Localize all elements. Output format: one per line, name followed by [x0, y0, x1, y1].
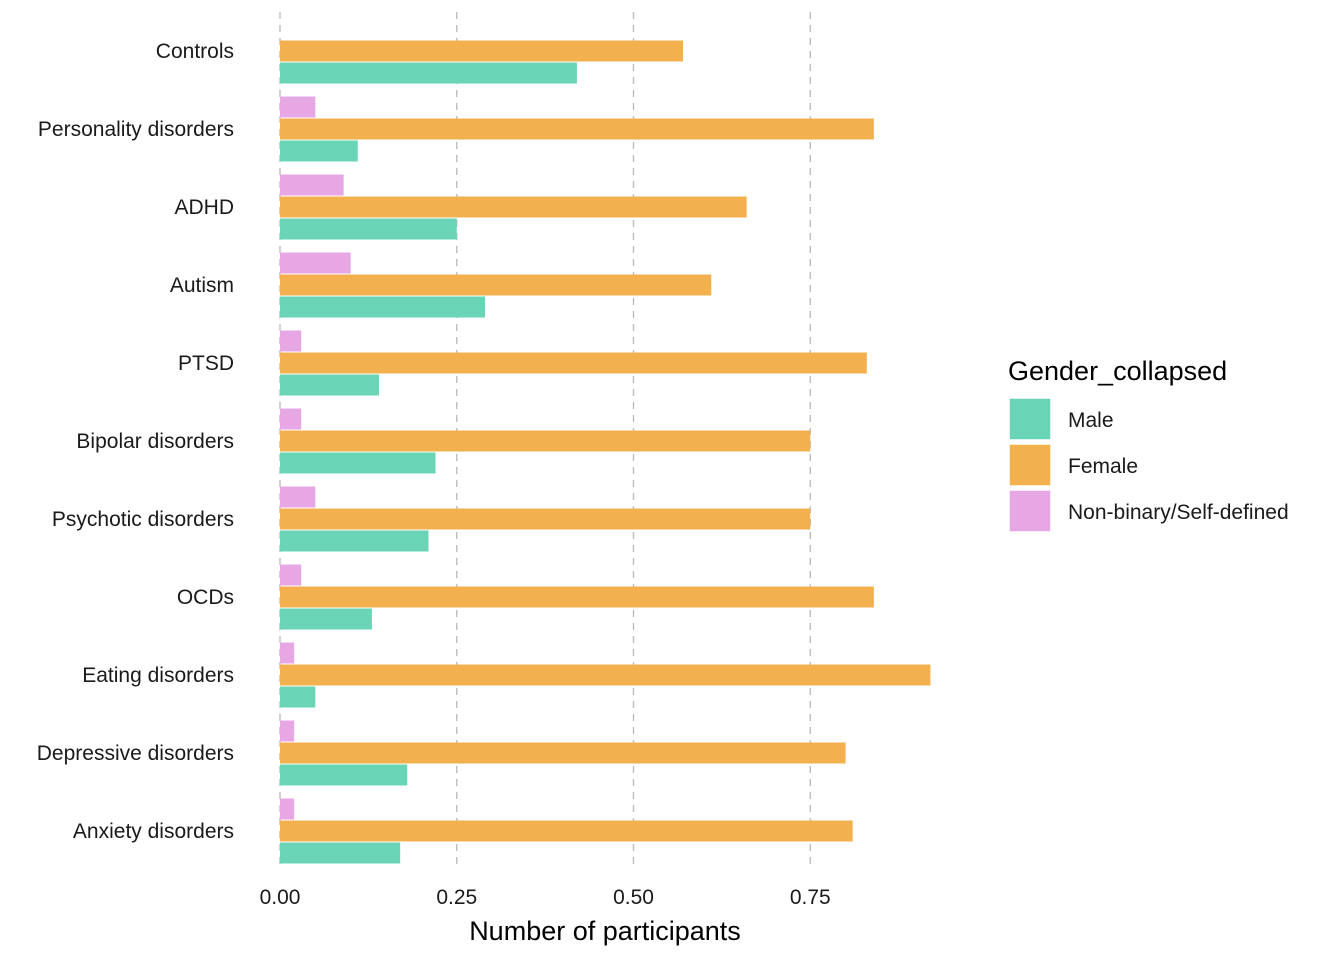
bar-anxiety-disorders-female	[280, 820, 853, 842]
legend-swatch-non-binary-self-defined	[1008, 489, 1052, 533]
x-tick-label: 0.00	[260, 886, 301, 909]
bar-ocds-female	[280, 586, 874, 608]
bar-ptsd-non-binary-self-defined	[280, 330, 302, 352]
bar-ptsd-female	[280, 352, 867, 374]
category-label: Anxiety disorders	[73, 820, 234, 843]
legend-swatch-female	[1008, 443, 1052, 487]
bar-ptsd-male	[280, 374, 379, 396]
legend: Gender_collapsed Male Female Non-binary/Se…	[1008, 356, 1289, 533]
bar-eating-disorders-female	[280, 664, 931, 686]
bar-personality-disorders-male	[280, 140, 358, 162]
legend-label-female: Female	[1068, 455, 1138, 478]
bar-bipolar-disorders-non-binary-self-defined	[280, 408, 302, 430]
bar-autism-male	[280, 296, 486, 318]
x-tick-label: 0.50	[613, 886, 654, 909]
bar-adhd-male	[280, 218, 457, 240]
x-tick-label: 0.25	[436, 886, 477, 909]
category-label: ADHD	[174, 196, 234, 219]
bar-autism-female	[280, 274, 712, 296]
category-label: PTSD	[178, 352, 234, 375]
bar-eating-disorders-non-binary-self-defined	[280, 642, 295, 664]
x-axis-title: Number of participants	[469, 916, 741, 946]
legend-swatch-male	[1008, 397, 1052, 441]
category-label: OCDs	[177, 586, 234, 609]
x-tick-labels: 0.00 0.25 0.50 0.75	[260, 886, 831, 909]
bar-depressive-disorders-non-binary-self-defined	[280, 720, 295, 742]
legend-label-non-binary-self-defined: Non-binary/Self-defined	[1068, 501, 1289, 524]
bar-controls-female	[280, 40, 683, 62]
bar-ocds-non-binary-self-defined	[280, 564, 302, 586]
bar-adhd-female	[280, 196, 747, 218]
bar-adhd-non-binary-self-defined	[280, 174, 344, 196]
bar-psychotic-disorders-male	[280, 530, 429, 552]
bar-depressive-disorders-female	[280, 742, 846, 764]
bar-anxiety-disorders-male	[280, 842, 401, 864]
bars	[280, 40, 931, 864]
bar-psychotic-disorders-non-binary-self-defined	[280, 486, 316, 508]
bar-personality-disorders-female	[280, 118, 874, 140]
bar-depressive-disorders-male	[280, 764, 408, 786]
bar-eating-disorders-male	[280, 686, 316, 708]
bar-autism-non-binary-self-defined	[280, 252, 351, 274]
bar-bipolar-disorders-female	[280, 430, 811, 452]
bar-ocds-male	[280, 608, 372, 630]
bar-anxiety-disorders-non-binary-self-defined	[280, 798, 295, 820]
legend-title: Gender_collapsed	[1008, 356, 1227, 386]
bar-bipolar-disorders-male	[280, 452, 436, 474]
category-label: Eating disorders	[82, 664, 234, 687]
category-labels: Controls Personality disorders ADHD Autism P…	[37, 40, 234, 843]
x-tick-label: 0.75	[790, 886, 831, 909]
category-label: Personality disorders	[38, 118, 234, 141]
bar-personality-disorders-non-binary-self-defined	[280, 96, 316, 118]
legend-label-male: Male	[1068, 409, 1114, 432]
category-label: Controls	[156, 40, 234, 63]
category-label: Bipolar disorders	[76, 430, 234, 453]
category-label: Depressive disorders	[37, 742, 234, 765]
category-label: Autism	[170, 274, 234, 297]
category-label: Psychotic disorders	[52, 508, 234, 531]
bar-psychotic-disorders-female	[280, 508, 811, 530]
bar-controls-male	[280, 62, 577, 84]
